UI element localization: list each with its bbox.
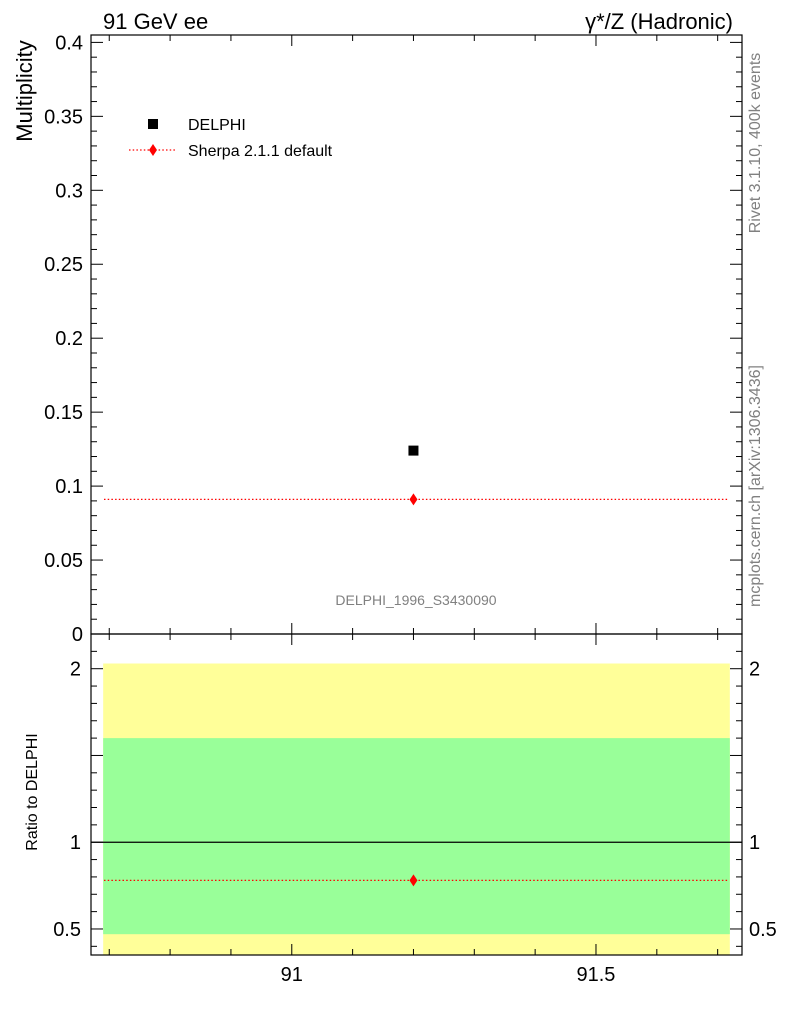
main-y-tick-label: 0.2 [55,328,83,350]
legend-marker-sherpa [149,144,157,156]
ratio-y-tick-label-right: 2 [749,659,760,681]
main-y-tick-label: 0 [72,624,83,646]
main-panel: 0 0.05 0.1 0.15 0.2 0.25 0.3 0.35 0.4 [44,32,743,646]
delphi-point [408,445,419,456]
ratio-y-tick-label-left: 1 [70,832,81,854]
sherpa-point-ratio [409,874,418,887]
ratio-panel: 0.5 0.5 1 1 2 2 91 91.5 [53,633,777,986]
main-y-tick-label: 0.25 [44,254,83,276]
main-y-tick-label: 0.15 [44,402,83,424]
main-y-tick-label: 0.1 [55,476,83,498]
ratio-x-tick-label: 91.5 [577,964,616,986]
sherpa-point-main [409,493,418,506]
rivet-label: Rivet 3.1.10, 400k events [747,53,764,234]
main-y-axis-label: Multiplicity [12,40,37,141]
legend-label-delphi: DELPHI [188,117,246,134]
chart-title-left: 91 GeV ee [103,9,208,34]
main-y-tick-label: 0.35 [44,106,83,128]
main-y-tick-label: 0.05 [44,550,83,572]
main-y-tick-label: 0.4 [55,32,83,54]
ratio-y-tick-label-right: 0.5 [749,919,777,941]
legend-marker-delphi [148,119,158,129]
ratio-y-axis-label: Ratio to DELPHI [24,733,41,850]
legend-label-sherpa: Sherpa 2.1.1 default [188,143,333,160]
ratio-y-tick-label-left: 0.5 [53,919,81,941]
ratio-y-tick-label-right: 1 [749,832,760,854]
ratio-y-tick-label-left: 2 [70,659,81,681]
mcplots-label: mcplots.cern.ch [arXiv:1306.3436] [747,365,764,607]
ratio-plot-frame [90,633,743,956]
analysis-id-label: DELPHI_1996_S3430090 [335,592,496,608]
ratio-band-inner [103,738,730,935]
ratio-x-tick-label: 91 [281,964,303,986]
legend: DELPHI Sherpa 2.1.1 default [129,117,333,160]
main-y-tick-label: 0.3 [55,180,83,202]
chart-title-right: γ*/Z (Hadronic) [585,9,733,34]
